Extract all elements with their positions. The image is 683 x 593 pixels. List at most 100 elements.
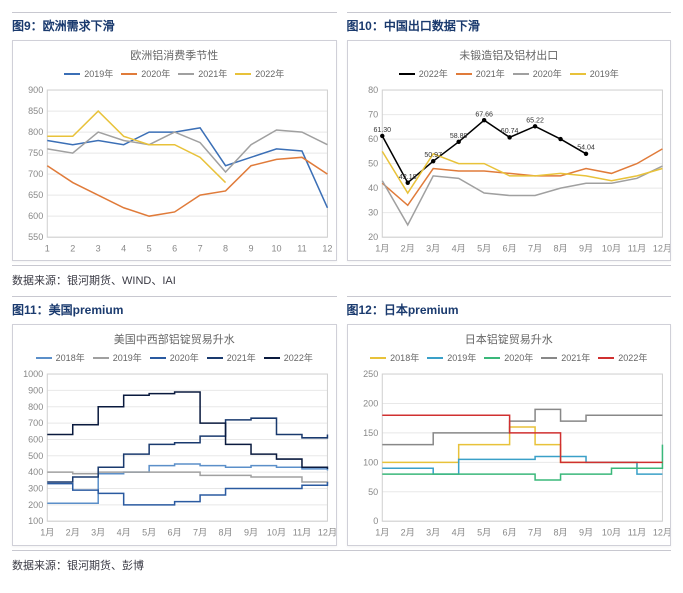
legend-label: 2021年 [227,351,256,364]
svg-text:7月: 7月 [193,528,207,538]
svg-text:7月: 7月 [528,528,542,538]
svg-text:2月: 2月 [400,528,414,538]
fig9-box: 欧洲铝消费季节性 2019年2020年2021年2022年 5506006507… [12,40,337,261]
svg-text:20: 20 [368,232,378,242]
svg-text:250: 250 [363,369,378,379]
fig10-title: 未锻造铝及铝材出口 [348,41,671,63]
legend-swatch [427,357,443,359]
legend-item: 2022年 [264,351,313,364]
svg-text:3: 3 [96,243,101,253]
legend-label: 2019年 [447,351,476,364]
legend-item: 2021年 [456,67,505,80]
svg-text:9: 9 [249,243,254,253]
svg-text:4月: 4月 [451,528,465,538]
legend-item: 2021年 [541,351,590,364]
svg-text:65.22: 65.22 [526,117,544,124]
legend-item: 2018年 [370,351,419,364]
svg-text:5月: 5月 [477,243,491,253]
svg-text:10月: 10月 [601,528,620,538]
svg-text:500: 500 [28,451,43,461]
legend-item: 2019年 [427,351,476,364]
svg-text:750: 750 [28,148,43,158]
legend-swatch [207,357,223,359]
legend-item: 2021年 [207,351,256,364]
fig11-cell: 图11：美国premium 美国中西部铝锭贸易升水 2018年2019年2020… [12,296,337,545]
svg-text:54.04: 54.04 [577,145,595,152]
legend-swatch [513,73,529,75]
svg-text:700: 700 [28,418,43,428]
legend-swatch [93,357,109,359]
legend-item: 2021年 [178,67,227,80]
fig12-cell: 图12：日本premium 日本铝锭贸易升水 2018年2019年2020年20… [347,296,672,545]
fig10-legend: 2022年 2021年 2020年 2019年 [348,63,671,84]
svg-text:30: 30 [368,208,378,218]
legend-swatch [178,73,194,75]
svg-text:5月: 5月 [142,528,156,538]
svg-text:850: 850 [28,106,43,116]
legend-swatch [399,73,415,75]
svg-text:1月: 1月 [375,528,389,538]
svg-text:900: 900 [28,85,43,95]
fig12-legend: 2018年 2019年 2020年 2021年 2022年 [348,347,671,368]
svg-text:6月: 6月 [502,243,516,253]
fig11-svg: 10020030040050060070080090010001月2月3月4月5… [13,368,336,539]
svg-text:10月: 10月 [601,243,620,253]
legend-label: 2018年 [56,351,85,364]
svg-text:6月: 6月 [168,528,182,538]
svg-text:50.97: 50.97 [424,152,442,159]
svg-text:2月: 2月 [400,243,414,253]
svg-text:3月: 3月 [91,528,105,538]
svg-text:60.74: 60.74 [500,128,518,135]
svg-text:2月: 2月 [66,528,80,538]
legend-swatch [121,73,137,75]
svg-text:600: 600 [28,435,43,445]
legend-label: 2020年 [504,351,533,364]
svg-text:100: 100 [363,458,378,468]
svg-text:150: 150 [363,428,378,438]
legend-label: 2019年 [84,67,113,80]
legend-label: 2020年 [533,67,562,80]
svg-text:12月: 12月 [652,243,670,253]
fig9-svg: 550600650700750800850900123456789101112 [13,84,336,255]
svg-text:8月: 8月 [219,528,233,538]
legend-item: 2022年 [399,67,448,80]
svg-text:7: 7 [198,243,203,253]
fig11-title: 美国中西部铝锭贸易升水 [13,325,336,347]
legend-label: 2022年 [618,351,647,364]
svg-text:550: 550 [28,232,43,242]
legend-item: 2022年 [598,351,647,364]
svg-text:11: 11 [297,243,306,253]
legend-item: 2020年 [484,351,533,364]
legend-swatch [484,357,500,359]
legend-swatch [541,357,557,359]
legend-swatch [150,357,166,359]
legend-label: 2021年 [561,351,590,364]
svg-text:1月: 1月 [40,528,54,538]
svg-text:11月: 11月 [293,528,311,538]
svg-text:9月: 9月 [244,528,258,538]
svg-text:12: 12 [322,243,332,253]
legend-label: 2020年 [141,67,170,80]
svg-text:800: 800 [28,127,43,137]
svg-text:61.30: 61.30 [373,127,391,134]
fig11-box: 美国中西部铝锭贸易升水 2018年2019年2020年2021年2022年 10… [12,324,337,545]
svg-text:200: 200 [28,500,43,510]
svg-text:3月: 3月 [426,528,440,538]
svg-text:4月: 4月 [451,243,465,253]
fig12-box: 日本铝锭贸易升水 2018年2019年2020年2021年2022年 05010… [347,324,672,545]
legend-item: 2019年 [570,67,619,80]
fig9-legend: 2019年2020年2021年2022年 [13,63,336,84]
svg-text:1: 1 [45,243,50,253]
svg-text:650: 650 [28,190,43,200]
source-row1: 数据来源：银河期货、WIND、IAI [12,265,671,296]
svg-text:8月: 8月 [553,528,567,538]
svg-text:800: 800 [28,402,43,412]
fig12-title: 日本铝锭贸易升水 [348,325,671,347]
svg-text:11月: 11月 [627,528,645,538]
fig11-label: 图11：美国premium [12,296,337,318]
svg-text:200: 200 [363,399,378,409]
svg-text:60: 60 [368,134,378,144]
legend-label: 2020年 [170,351,199,364]
legend-swatch [370,357,386,359]
chart-row-1: 图9：欧洲需求下滑 欧洲铝消费季节性 2019年2020年2021年2022年 … [12,12,671,261]
